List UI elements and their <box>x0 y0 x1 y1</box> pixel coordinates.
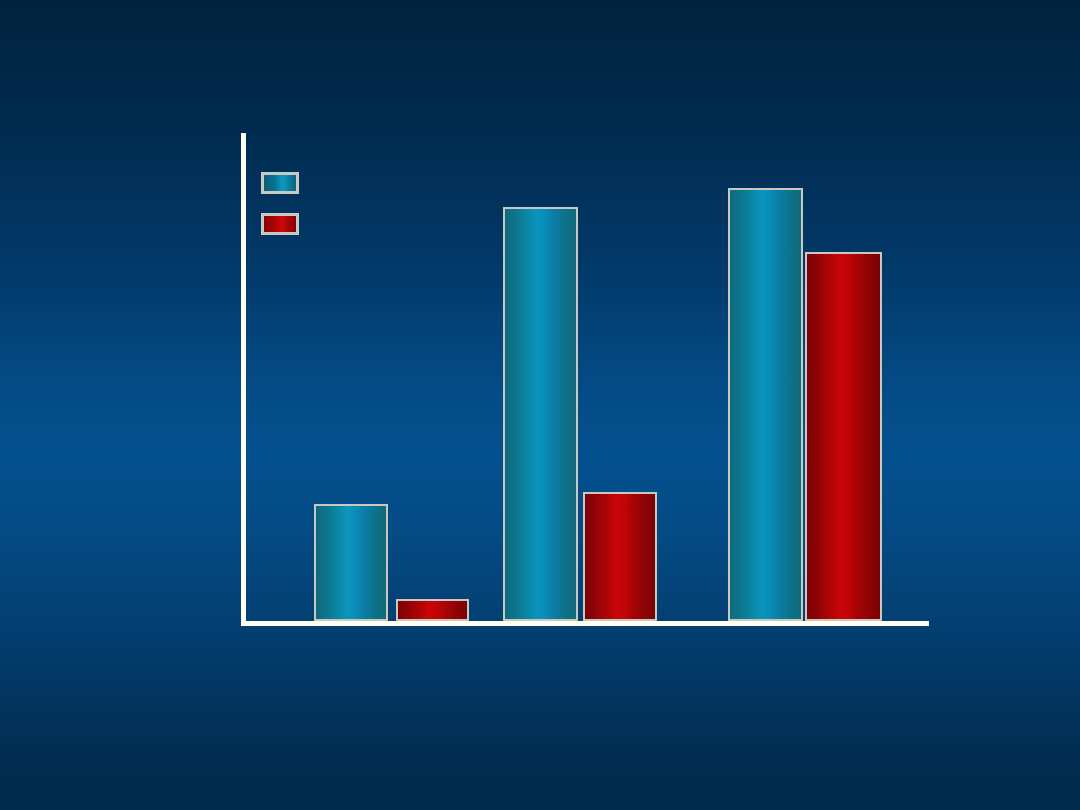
chart-legend <box>261 172 481 254</box>
bar-group2-series1[interactable] <box>503 207 578 621</box>
bar-group3-series1[interactable] <box>728 188 803 621</box>
bar-group1-series2[interactable] <box>396 599 469 621</box>
legend-entry-series1[interactable] <box>261 172 481 194</box>
legend-swatch-icon-series1 <box>261 172 299 194</box>
bar-series-container <box>241 133 929 621</box>
chart-plot-area <box>241 133 929 627</box>
x-axis-line <box>241 621 929 626</box>
legend-swatch-icon-series2 <box>261 213 299 235</box>
bar-group2-series2[interactable] <box>583 492 657 621</box>
legend-entry-series2[interactable] <box>261 213 481 235</box>
bar-group1-series1[interactable] <box>314 504 388 621</box>
bar-group3-series2[interactable] <box>805 252 882 621</box>
y-axis-line <box>241 133 246 625</box>
